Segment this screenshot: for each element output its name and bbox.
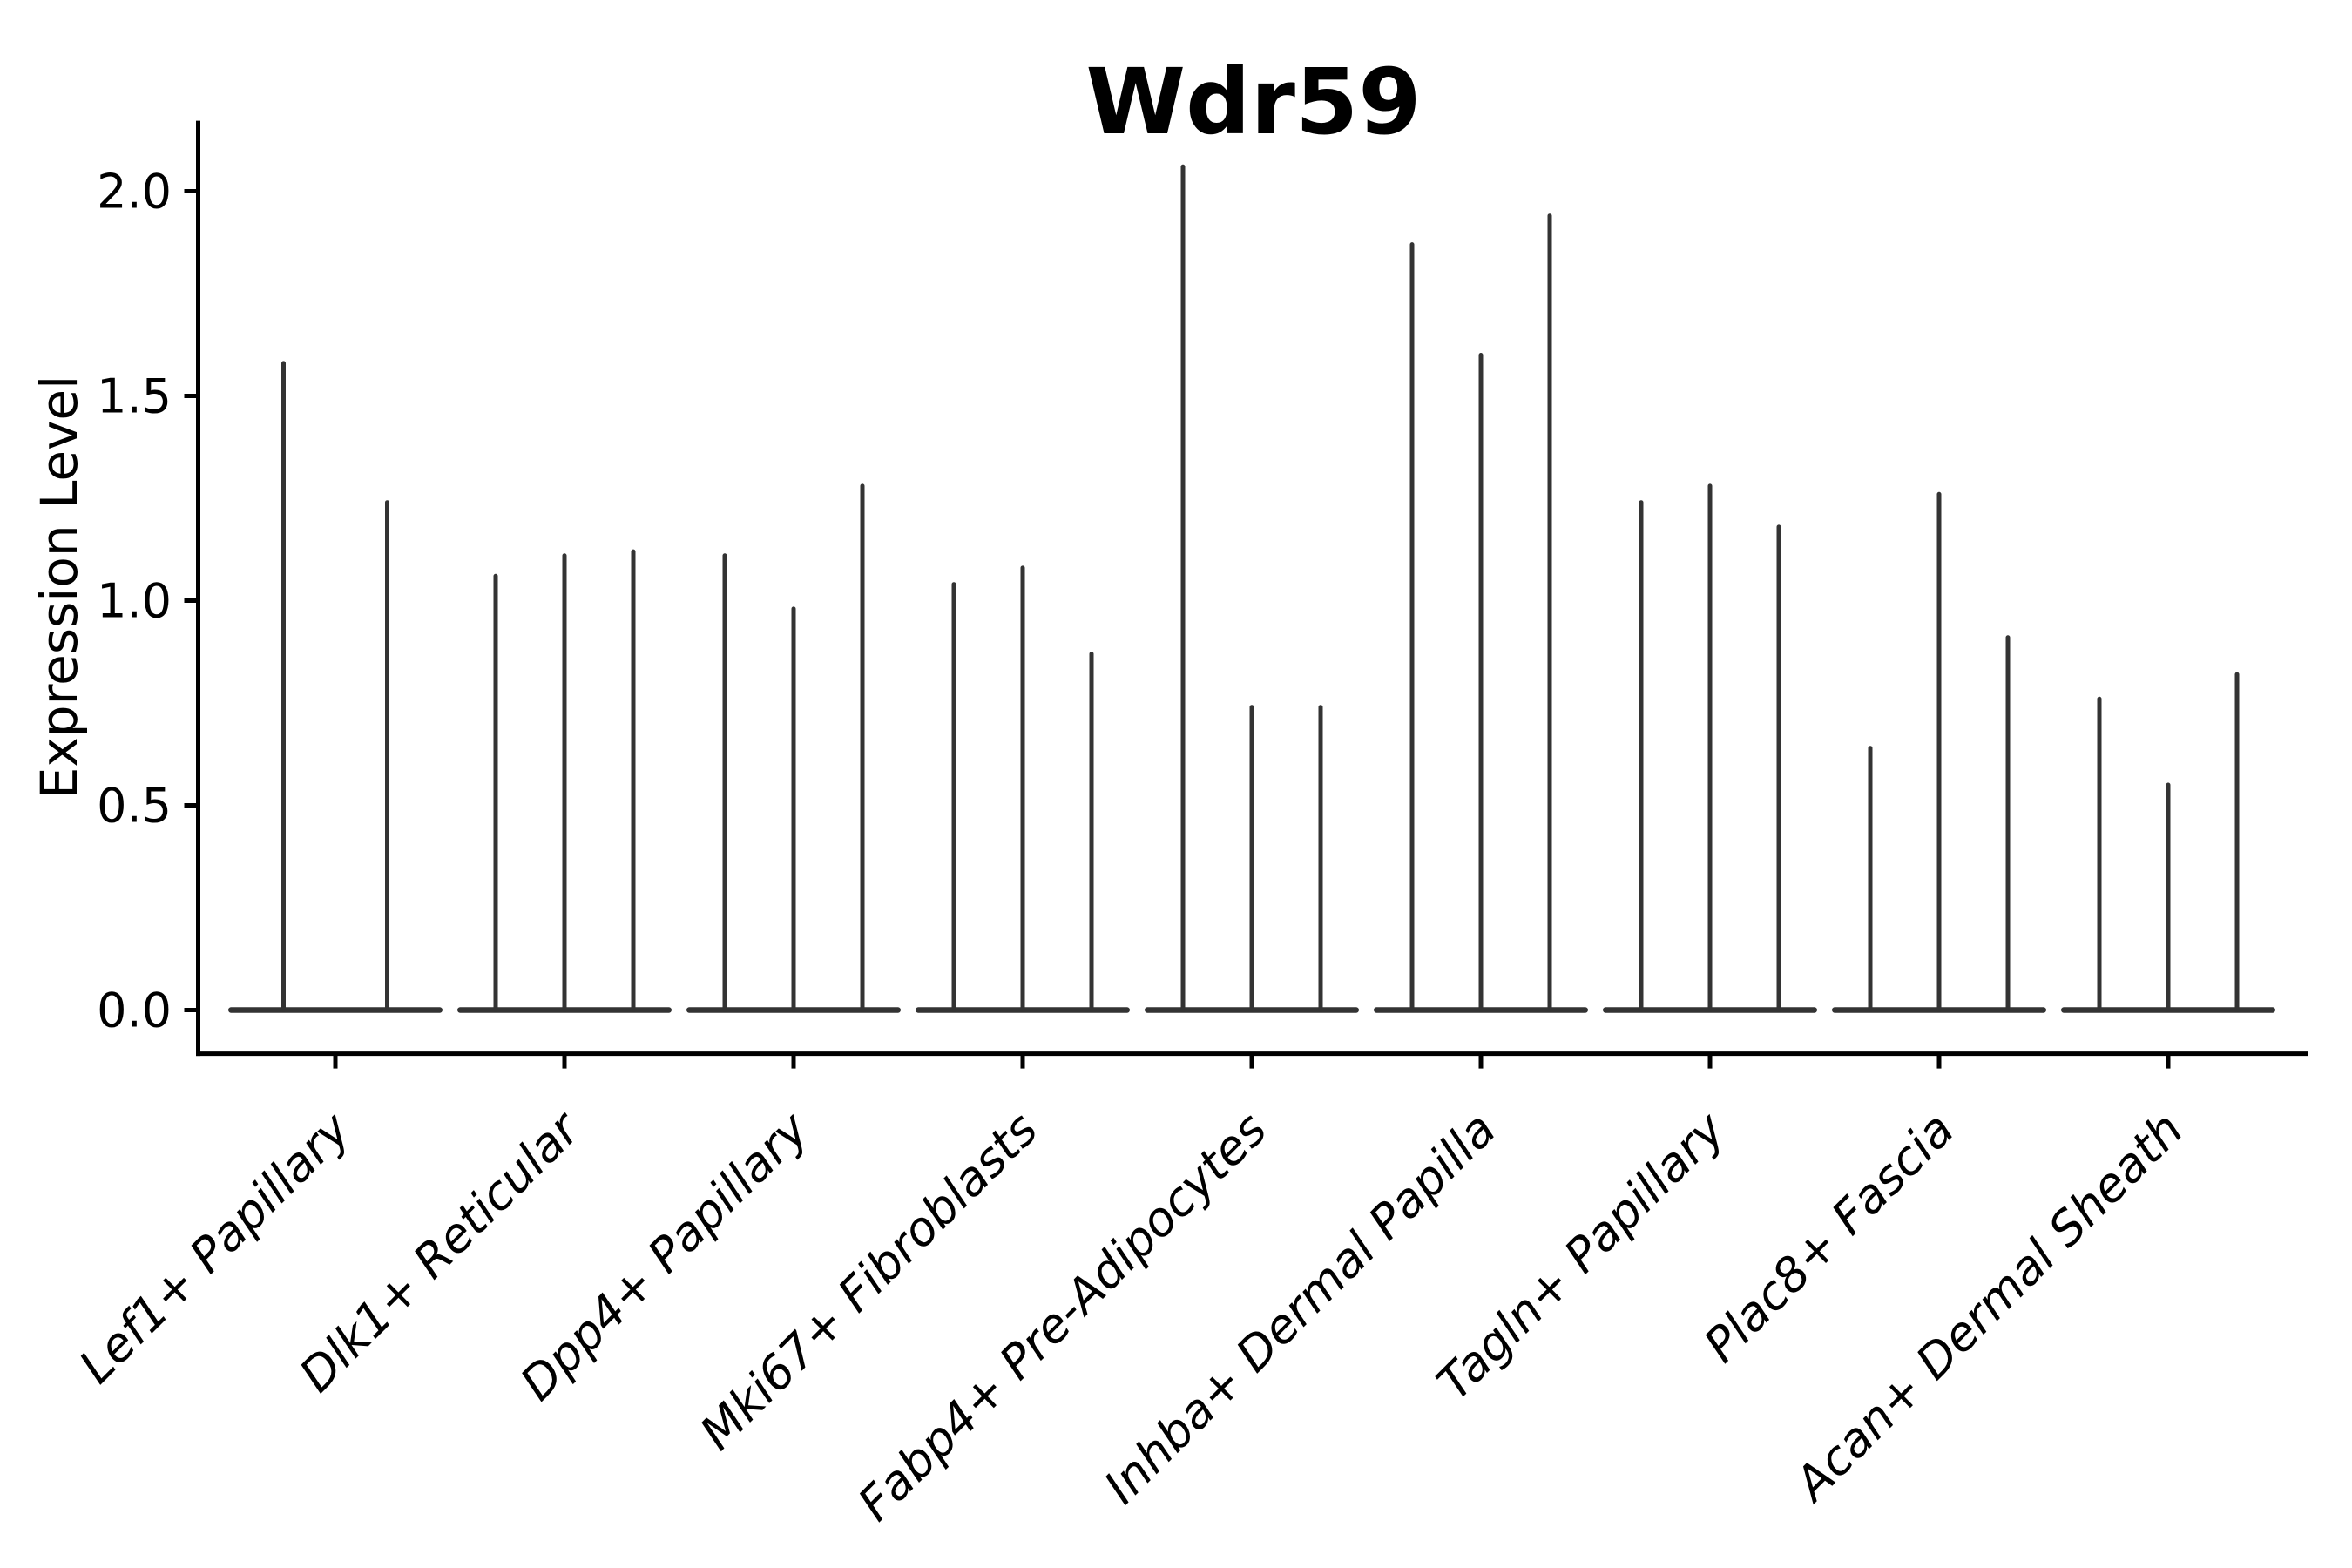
y-tick-label: 0.5 xyxy=(97,779,172,834)
x-tick-label: Acan+ Dermal Sheath xyxy=(1782,1102,2193,1513)
violin-group xyxy=(2061,672,2275,1013)
violin-group xyxy=(916,565,1130,1013)
violin-base xyxy=(228,1007,443,1013)
y-tick-label: 1.5 xyxy=(97,369,172,424)
y-tick-label: 1.0 xyxy=(97,574,172,629)
y-axis-ticks: 0.0 0.5 1.0 1.5 2.0 xyxy=(97,165,199,1038)
violins-layer xyxy=(228,164,2275,1013)
violin-group xyxy=(1145,164,1359,1013)
violin-group xyxy=(1832,491,2046,1013)
violin-group xyxy=(457,549,672,1013)
x-tick-label: Fabp4+ Pre-Adipocytes xyxy=(848,1102,1277,1531)
violin-group xyxy=(228,361,443,1013)
violin-group xyxy=(686,483,901,1013)
y-tick-label: 2.0 xyxy=(97,165,172,220)
violin-group xyxy=(1374,213,1588,1013)
chart-title: Wdr59 xyxy=(1085,49,1421,155)
x-tick-label: Inhba+ Dermal Papilla xyxy=(1093,1102,1506,1515)
y-tick-label: 0.0 xyxy=(97,983,172,1038)
y-axis-label: Expression Level xyxy=(30,375,89,799)
violin-group xyxy=(1603,483,1817,1013)
